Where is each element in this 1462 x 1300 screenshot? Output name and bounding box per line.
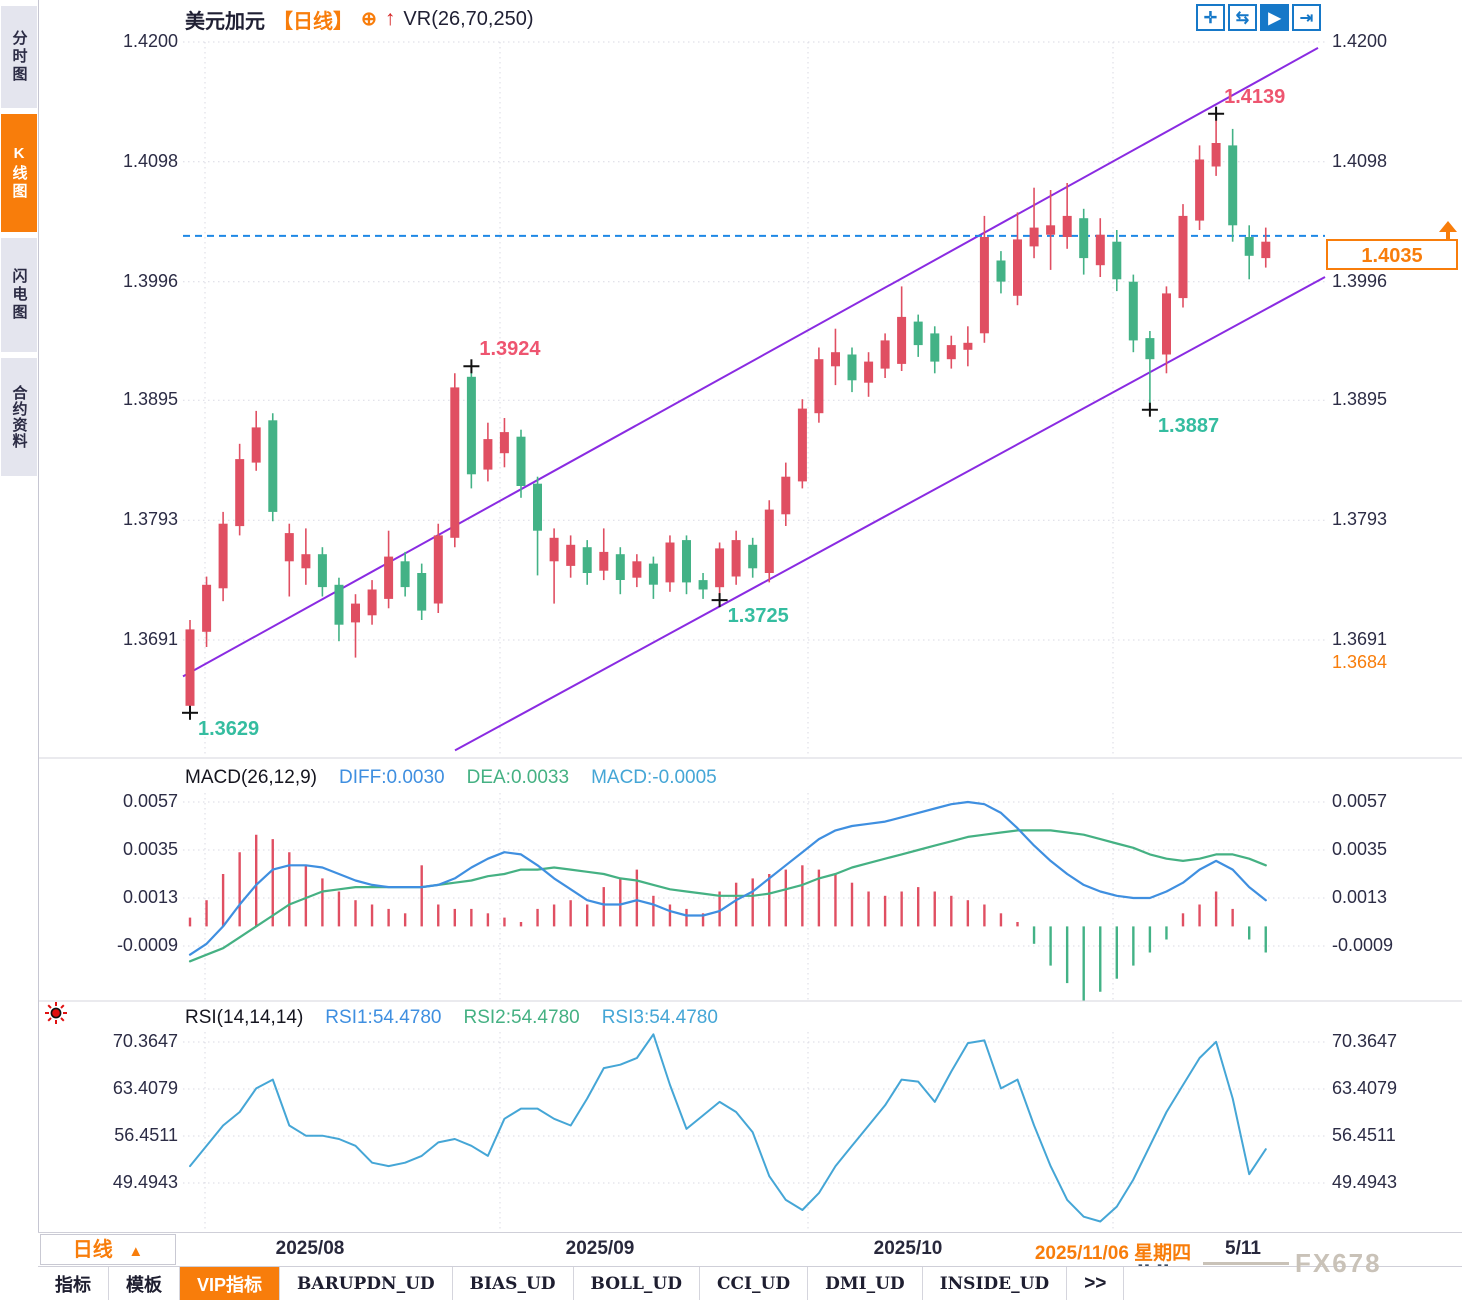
bottom-tab-inside_ud[interactable]: INSIDE_UD: [923, 1267, 1068, 1300]
rsi-axis-label-right: 63.4079: [1332, 1078, 1398, 1098]
macd-axis-label-right: -0.0009: [1332, 934, 1394, 955]
price-axis-label-left: 1.4098: [122, 150, 178, 171]
period-selector-arrow-icon: ▲: [128, 1243, 144, 1260]
macd-axis-label-right: 0.0013: [1332, 886, 1388, 907]
more-tabs-button[interactable]: >>: [1067, 1267, 1125, 1300]
chart-title-row: 美元加元 【日线】 ⊕ ↑ VR(26,70,250): [185, 5, 534, 33]
macd-axis-label-right: 0.0057: [1332, 791, 1388, 811]
price-axis-label-left: 1.3793: [122, 509, 178, 530]
macd-axis-label-left: 0.0035: [122, 838, 178, 859]
date-axis-strip: [38, 1232, 1462, 1267]
rsi-axis-label-right: 49.4943: [1332, 1172, 1398, 1192]
macd-title: MACD(26,12,9): [185, 767, 317, 788]
macd-axis-label-left: 0.0013: [122, 886, 178, 907]
channel-value-label: 1.3684: [1332, 652, 1388, 672]
rsi2-value: RSI2:54.4780: [463, 1007, 580, 1028]
rsi-axis-label-left: 70.3647: [112, 1031, 178, 1051]
price-axis-label-right: 1.3691: [1332, 628, 1388, 649]
rsi-axis-label-right: 56.4511: [1332, 1125, 1396, 1145]
period-selector-label: 日线: [72, 1239, 113, 1261]
rsi-title: RSI(14,14,14): [185, 1007, 304, 1028]
current-price-badge: 1.4035: [1326, 239, 1458, 270]
bottom-tab-模板[interactable]: 模板: [109, 1267, 180, 1300]
price-axis-label-right: 1.3996: [1332, 270, 1388, 291]
up-arrow-icon: ↑: [384, 7, 396, 30]
period-selector[interactable]: 日线 ▲: [40, 1234, 176, 1265]
bottom-tab-barupdn_ud[interactable]: BARUPDN_UD: [280, 1267, 453, 1300]
price-axis-label-right: 1.3895: [1332, 389, 1388, 410]
vr-indicator-label: VR(26,70,250): [403, 7, 534, 30]
macd-axis-label-left: -0.0009: [116, 934, 178, 955]
add-indicator-icon[interactable]: ⊕: [361, 8, 377, 30]
rsi-axis-label-right: 70.3647: [1332, 1031, 1398, 1051]
page-forward-tool-icon[interactable]: ⇥: [1292, 4, 1321, 31]
swing-low-label: 1.3629: [198, 717, 260, 740]
sidebar-tab-contract-info[interactable]: 合约资料: [1, 358, 37, 476]
crosshair-tool-icon[interactable]: ✛: [1196, 4, 1225, 31]
selected-date-label: 2025/11/06 星期四: [1034, 1243, 1192, 1264]
macd-axis-label-right: 0.0035: [1332, 838, 1388, 859]
period-tag[interactable]: 【日线】: [273, 10, 353, 33]
price-axis-label-right: 1.3793: [1332, 509, 1388, 530]
price-up-arrow-icon: [1438, 221, 1458, 239]
axis-range-tool-icon[interactable]: ⇆: [1228, 4, 1257, 31]
alert-sun-icon[interactable]: [45, 1002, 67, 1024]
left-sidebar: 分时图 K线图 闪电图 合约资料: [0, 0, 39, 1300]
indicator-tab-bar: 指标 模板 VIP指标 BARUPDN_UD BIAS_UD BOLL_UD CCI_UD D…: [38, 1267, 1462, 1300]
price-axis-label-right: 1.4200: [1332, 31, 1388, 51]
bottom-tab-boll_ud[interactable]: BOLL_UD: [574, 1267, 700, 1300]
swing-high-label: 1.4139: [1224, 85, 1286, 108]
rsi-axis-label-left: 56.4511: [114, 1125, 178, 1145]
rsi-axis-label-left: 63.4079: [112, 1078, 178, 1098]
swing-high-label: 1.3924: [479, 338, 541, 361]
price-axis-label-left: 1.3996: [122, 270, 178, 291]
month-label: 2025/09: [565, 1238, 635, 1259]
sidebar-tab-lightning-chart[interactable]: 闪电图: [1, 238, 37, 352]
price-axis-label-left: 1.3691: [122, 628, 178, 649]
price-axis-label-right: 1.4098: [1332, 150, 1388, 171]
bottom-tab-dmi_ud[interactable]: DMI_UD: [808, 1267, 923, 1300]
month-label: 2025/10: [873, 1238, 943, 1259]
price-axis-label-left: 1.4200: [122, 31, 178, 51]
watermark-text: FX678: [1295, 1248, 1382, 1278]
month-label: 5/11: [1225, 1238, 1261, 1259]
chart-toolbar: ✛ ⇆ ▶ ⇥: [1196, 4, 1321, 31]
macd-diff-value: DIFF:0.0030: [339, 767, 445, 788]
price-axis-label-left: 1.3895: [122, 389, 178, 410]
bottom-tab-指标[interactable]: 指标: [38, 1267, 109, 1300]
watermark-dash: [1203, 1262, 1289, 1265]
rsi-header: RSI(14,14,14) RSI1:54.4780 RSI2:54.4780 …: [185, 1005, 718, 1031]
watermark: FX678: [1203, 1248, 1382, 1279]
macd-header: MACD(26,12,9) DIFF:0.0030 DEA:0.0033 MAC…: [185, 765, 717, 791]
auto-scroll-tool-icon[interactable]: ▶: [1260, 4, 1289, 31]
macd-hist-value: MACD:-0.0005: [591, 767, 717, 788]
tick-marks: -- --: [1138, 1256, 1171, 1272]
sidebar-tab-kline-chart[interactable]: K线图: [1, 114, 37, 232]
rsi1-value: RSI1:54.4780: [325, 1007, 442, 1028]
bottom-tab-cci_ud[interactable]: CCI_UD: [700, 1267, 809, 1300]
macd-dea-value: DEA:0.0033: [466, 767, 570, 788]
symbol-name: 美元加元: [185, 10, 265, 33]
bottom-tab-bias_ud[interactable]: BIAS_UD: [453, 1267, 574, 1300]
bottom-tab-vip指标[interactable]: VIP指标: [180, 1267, 281, 1300]
rsi-axis-label-left: 49.4943: [112, 1172, 178, 1192]
swing-low-label: 1.3887: [1157, 414, 1220, 437]
macd-axis-label-left: 0.0057: [122, 791, 178, 811]
sidebar-tab-time-chart[interactable]: 分时图: [1, 6, 37, 108]
rsi3-value: RSI3:54.4780: [601, 1007, 718, 1028]
swing-low-label: 1.3725: [727, 605, 789, 628]
month-label: 2025/08: [275, 1238, 345, 1259]
